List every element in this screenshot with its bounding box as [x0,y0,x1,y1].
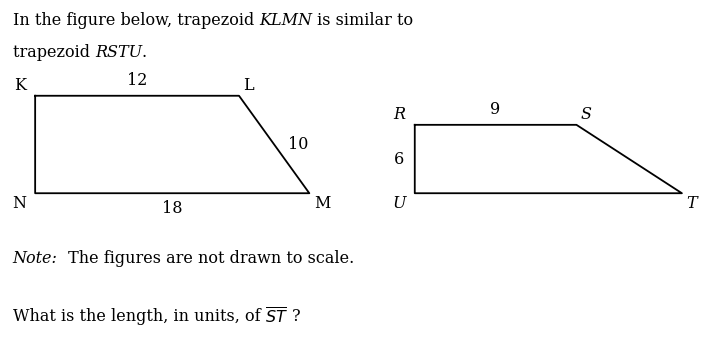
Text: 12: 12 [127,72,147,89]
Text: K: K [14,77,26,94]
Text: L: L [244,77,254,94]
Text: R: R [394,106,406,123]
Text: 6: 6 [394,150,404,168]
Text: What is the length, in units, of: What is the length, in units, of [13,308,266,325]
Text: N: N [12,196,26,212]
Text: 9: 9 [491,101,501,118]
Text: $\overline{ST}$: $\overline{ST}$ [266,308,288,328]
Text: 18: 18 [162,200,183,217]
Text: KLMN: KLMN [259,12,312,29]
Text: RSTU: RSTU [95,44,142,62]
Text: U: U [392,196,406,212]
Text: 10: 10 [288,136,309,153]
Text: T: T [686,196,697,212]
Text: trapezoid: trapezoid [13,44,95,62]
Text: The figures are not drawn to scale.: The figures are not drawn to scale. [63,250,354,267]
Text: .: . [142,44,147,62]
Text: is similar to: is similar to [312,12,413,29]
Text: In the figure below, trapezoid: In the figure below, trapezoid [13,12,259,29]
Text: ?: ? [292,308,300,325]
Text: M: M [314,196,330,212]
Text: S: S [581,106,592,123]
Text: Note:: Note: [13,250,63,267]
